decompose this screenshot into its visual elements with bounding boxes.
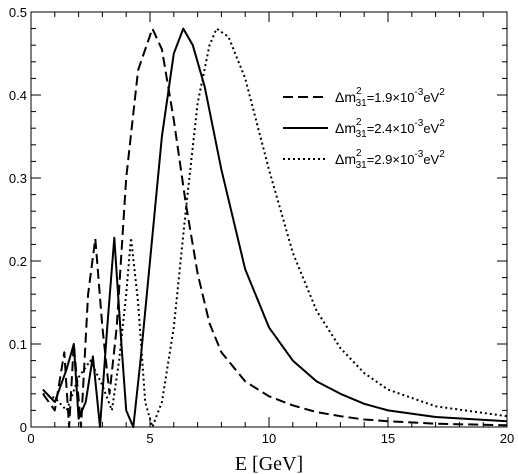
x-tick-label: 5 [146,431,153,446]
legend-label: Δm2 31=2.4×10-3eV2 [335,117,445,140]
x-tick-label: 10 [262,431,276,446]
y-tick-label: 0.2 [9,254,27,269]
y-tick-label: 0.1 [9,337,27,352]
x-axis-label: E [GeV] [235,453,303,474]
tick-labels: 0 5 10 15 20 0 0.1 0.2 0.3 0.4 0.5 [9,5,514,446]
legend-label: Δm2 31=1.9×10-3eV2 [335,86,445,109]
x-tick-label: 15 [381,431,395,446]
y-tick-label: 0.4 [9,88,27,103]
legend-label: Δm2 31=2.9×10-3eV2 [335,148,445,171]
x-tick-label: 20 [500,431,514,446]
series-lines [42,27,508,428]
y-tick-label: 0.3 [9,171,27,186]
axis-ticks [30,11,508,428]
legend: Δm2 31=1.9×10-3eV2 Δm2 31=2.4×10-3eV2 Δm2 31=… [283,86,445,171]
series-line-dotted [42,27,508,428]
series-line-dashed [42,27,508,428]
y-tick-label: 0.5 [9,5,27,20]
y-tick-label: 0 [20,420,27,435]
series-line-solid [42,27,508,428]
x-tick-label: 0 [27,431,34,446]
plot-frame [30,11,508,428]
